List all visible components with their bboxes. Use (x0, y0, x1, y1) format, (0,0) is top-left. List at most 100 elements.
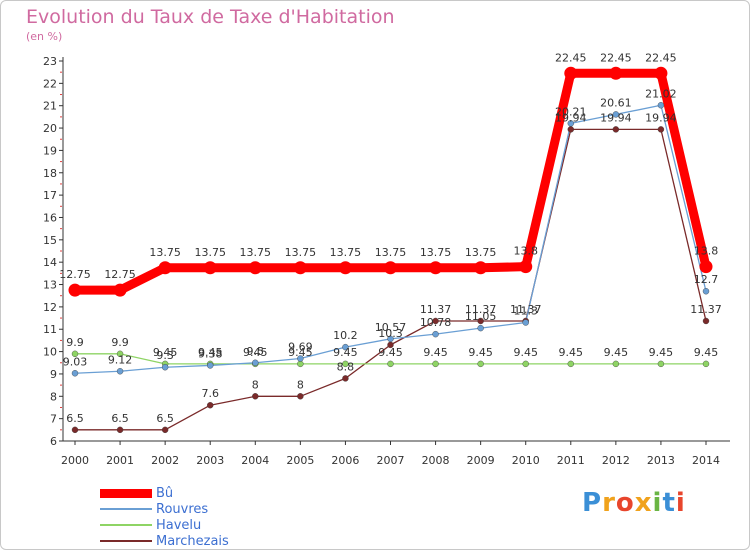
data-label-marchezais: 6.5 (156, 412, 174, 425)
data-label-rouvres: 11.05 (465, 310, 497, 323)
data-point-marchezais (161, 426, 169, 434)
legend-item-rouvres: Rouvres (100, 501, 229, 517)
y-tick-label: 19 (43, 144, 57, 157)
data-point-marchezais (432, 317, 439, 325)
x-tick-label: 2011 (557, 454, 585, 467)
legend: Bû Rouvres Havelu Marchezais (100, 485, 229, 549)
logo-letter: t (662, 488, 676, 518)
data-point-rouvres (612, 111, 620, 118)
data-point-rouvres (297, 355, 304, 362)
legend-label-rouvres: Rouvres (156, 501, 209, 517)
data-label-bu: 13.75 (330, 246, 362, 259)
data-point-havelu (612, 360, 620, 368)
data-label-marchezais: 10.3 (378, 327, 403, 340)
data-label-rouvres: 9.3 (156, 349, 174, 362)
legend-swatch-bu (100, 488, 152, 498)
data-label-bu: 13.75 (420, 246, 452, 259)
x-tick-label: 2005 (286, 454, 314, 467)
data-point-marchezais (612, 126, 620, 133)
data-label-rouvres: 9.69 (288, 341, 313, 354)
data-point-rouvres (657, 102, 665, 109)
chart-title: Evolution du Taux de Taxe d'Habitation (26, 6, 395, 28)
data-label-havelu: 9.45 (288, 346, 313, 359)
data-label-marchezais: 7.6 (201, 387, 219, 400)
data-point-rouvres (252, 359, 259, 366)
x-tick-label: 2000 (61, 454, 89, 467)
data-label-bu: 22.45 (645, 51, 677, 64)
data-label-marchezais: 11.37 (510, 303, 542, 316)
data-label-rouvres: 9.12 (108, 353, 133, 366)
data-point-rouvres (567, 120, 574, 127)
y-tick-label: 18 (43, 167, 57, 180)
data-point-bu (609, 66, 623, 80)
data-label-bu: 13.75 (465, 246, 497, 259)
data-point-marchezais (116, 426, 124, 434)
data-label-marchezais: 6.5 (66, 412, 84, 425)
data-label-havelu: 9.45 (604, 346, 629, 359)
logo-letter: P (582, 488, 603, 518)
y-tick-label: 8 (50, 390, 57, 403)
data-label-marchezais: 19.94 (600, 111, 632, 124)
data-point-marchezais (342, 375, 349, 382)
data-label-havelu: 9.45 (243, 346, 268, 359)
x-tick-label: 2001 (106, 454, 134, 467)
data-label-rouvres: 21.02 (645, 87, 677, 100)
y-tick-label: 14 (43, 256, 57, 269)
data-label-havelu: 9.45 (559, 346, 584, 359)
data-point-bu (293, 261, 307, 275)
data-point-rouvres (71, 370, 79, 377)
data-point-bu (564, 66, 578, 80)
data-point-bu (699, 260, 713, 274)
data-label-havelu: 9.45 (333, 346, 358, 359)
data-label-bu: 22.45 (555, 51, 587, 64)
data-label-marchezais: 19.94 (555, 111, 587, 124)
data-point-marchezais (702, 317, 710, 325)
data-label-rouvres: 10.57 (375, 321, 407, 334)
data-label-rouvres: 9.38 (198, 347, 223, 360)
x-tick-label: 2006 (331, 454, 359, 467)
logo-letter: r (602, 488, 616, 518)
chart-unit-label: (en %) (26, 30, 63, 43)
data-point-marchezais (477, 317, 484, 325)
y-tick-label: 10 (43, 346, 57, 359)
data-label-bu: 12.75 (104, 268, 136, 281)
data-label-marchezais: 19.94 (645, 111, 677, 124)
data-point-rouvres (161, 364, 169, 371)
x-tick-label: 2008 (422, 454, 450, 467)
data-point-marchezais (207, 402, 214, 409)
legend-label-bu: Bû (156, 485, 174, 501)
data-label-marchezais: 8 (252, 378, 259, 391)
data-point-havelu (567, 360, 574, 368)
data-label-marchezais: 6.5 (111, 412, 129, 425)
data-point-havelu (297, 360, 304, 368)
data-point-rouvres (477, 324, 484, 332)
y-tick-label: 6 (50, 435, 57, 448)
data-label-marchezais: 8 (297, 378, 304, 391)
data-point-havelu (342, 360, 349, 368)
data-point-havelu (702, 360, 710, 368)
data-point-havelu (477, 360, 484, 368)
y-tick-label: 17 (43, 189, 57, 202)
legend-swatch-havelu (100, 524, 152, 526)
data-label-rouvres: 20.21 (555, 105, 587, 118)
x-tick-label: 2002 (151, 454, 179, 467)
logo-letter: i (675, 488, 686, 518)
data-point-bu (338, 261, 352, 275)
y-tick-label: 7 (50, 413, 57, 426)
data-point-havelu (116, 350, 124, 358)
data-point-havelu (387, 360, 394, 368)
y-tick-label: 22 (43, 77, 57, 90)
x-tick-label: 2014 (692, 454, 720, 467)
data-label-bu: 13.75 (285, 246, 317, 259)
data-point-bu (384, 261, 397, 275)
y-tick-label: 12 (43, 301, 57, 314)
data-label-bu: 12.75 (59, 268, 91, 281)
x-tick-label: 2013 (647, 454, 675, 467)
data-label-rouvres: 10.78 (420, 316, 452, 329)
legend-label-havelu: Havelu (156, 517, 202, 533)
data-point-marchezais (657, 126, 665, 133)
data-label-rouvres: 9.5 (247, 345, 265, 358)
y-tick-label: 23 (43, 55, 57, 68)
series-line-marchezais (75, 128, 707, 431)
data-point-marchezais (71, 426, 79, 434)
